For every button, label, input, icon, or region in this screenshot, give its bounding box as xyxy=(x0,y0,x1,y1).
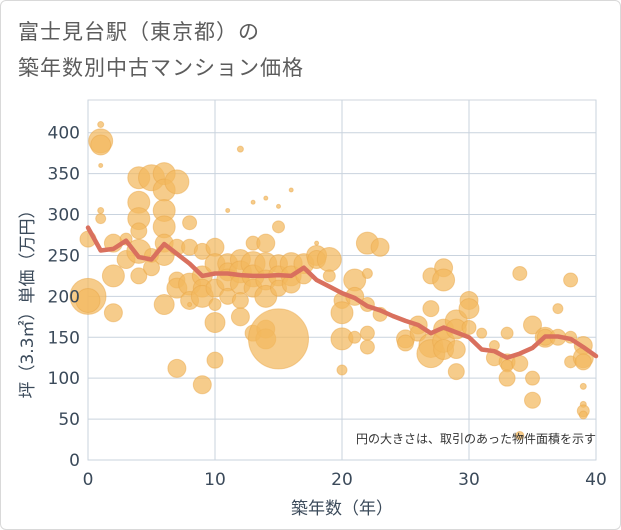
data-bubble xyxy=(164,169,190,195)
data-bubble xyxy=(316,247,342,273)
chart-title-line2: 築年数別中古マンション価格 xyxy=(18,56,304,80)
data-bubble xyxy=(230,307,250,327)
x-tick-label: 40 xyxy=(585,470,607,490)
y-tick-label: 200 xyxy=(48,287,80,307)
data-bubble xyxy=(511,354,529,372)
x-tick-label: 30 xyxy=(458,470,480,490)
data-bubble xyxy=(167,358,187,378)
data-bubble xyxy=(225,207,231,213)
data-bubble xyxy=(130,267,148,285)
y-tick-label: 150 xyxy=(48,328,80,348)
data-bubble xyxy=(524,391,541,409)
data-bubble xyxy=(348,330,362,344)
data-bubble xyxy=(90,134,112,156)
data-bubble xyxy=(361,267,373,279)
y-tick-label: 50 xyxy=(58,410,80,430)
data-bubble xyxy=(446,340,466,360)
x-axis-title: 築年数（年） xyxy=(291,499,393,519)
data-bubble xyxy=(187,302,193,308)
data-bubble xyxy=(447,363,465,381)
data-bubble xyxy=(263,195,269,201)
data-bubble xyxy=(574,353,592,371)
y-tick-label: 250 xyxy=(48,246,80,266)
x-tick-label: 0 xyxy=(83,470,94,490)
average-price-line xyxy=(85,225,599,360)
y-tick-label: 400 xyxy=(48,124,80,144)
data-bubble xyxy=(458,298,480,320)
data-bubble xyxy=(248,308,309,370)
y-tick-label: 350 xyxy=(48,165,80,185)
data-bubble xyxy=(250,199,256,205)
data-bubble xyxy=(523,315,542,335)
data-bubble xyxy=(192,375,212,395)
data-bubble xyxy=(101,264,125,288)
size-annotation: 円の大きさは、取引のあった物件面積を示す xyxy=(356,431,596,446)
bubble-layer xyxy=(69,121,594,440)
data-bubble xyxy=(359,325,375,341)
data-bubble xyxy=(75,287,101,313)
trend-line-layer xyxy=(85,225,599,360)
data-bubble xyxy=(512,265,528,281)
data-bubble xyxy=(103,303,123,323)
data-bubble xyxy=(97,121,105,129)
data-bubble xyxy=(98,162,104,168)
data-bubble xyxy=(236,145,244,153)
y-axis-title: 坪（3.3㎡）単価（万円） xyxy=(18,201,38,398)
data-bubble xyxy=(359,339,375,355)
data-bubble xyxy=(288,187,294,193)
data-bubble xyxy=(476,327,488,339)
data-bubble xyxy=(272,220,285,234)
data-bubble xyxy=(498,369,516,387)
data-bubble xyxy=(515,430,525,440)
data-bubble xyxy=(206,351,224,369)
data-bubble xyxy=(432,268,456,292)
data-bubble xyxy=(525,370,540,386)
data-bubble xyxy=(314,240,320,246)
data-bubble xyxy=(579,382,587,390)
chart-title-line1: 富士見台駅（東京都）の xyxy=(18,20,260,44)
data-bubble xyxy=(336,364,348,376)
x-tick-label: 20 xyxy=(331,470,353,490)
data-bubble xyxy=(97,206,105,214)
data-bubble xyxy=(500,326,514,340)
data-bubble xyxy=(276,203,281,209)
data-bubble xyxy=(153,294,175,316)
x-tick-label: 10 xyxy=(204,470,226,490)
y-tick-label: 100 xyxy=(48,369,80,389)
data-bubble xyxy=(95,213,107,225)
data-bubble xyxy=(370,237,390,257)
data-bubble xyxy=(563,272,579,288)
data-bubble xyxy=(422,300,440,318)
data-bubble xyxy=(208,298,222,312)
data-bubble xyxy=(461,319,477,335)
data-bubble xyxy=(182,215,198,231)
y-tick-label: 300 xyxy=(48,206,80,226)
data-bubble xyxy=(578,410,588,420)
data-bubble xyxy=(397,334,414,352)
data-bubble xyxy=(130,222,148,240)
y-tick-label: 0 xyxy=(69,451,80,471)
data-bubble xyxy=(231,291,249,309)
data-bubble xyxy=(330,301,354,325)
data-bubble xyxy=(204,312,226,334)
data-bubble xyxy=(552,303,564,315)
data-bubble xyxy=(256,233,276,253)
data-bubble xyxy=(322,269,336,283)
